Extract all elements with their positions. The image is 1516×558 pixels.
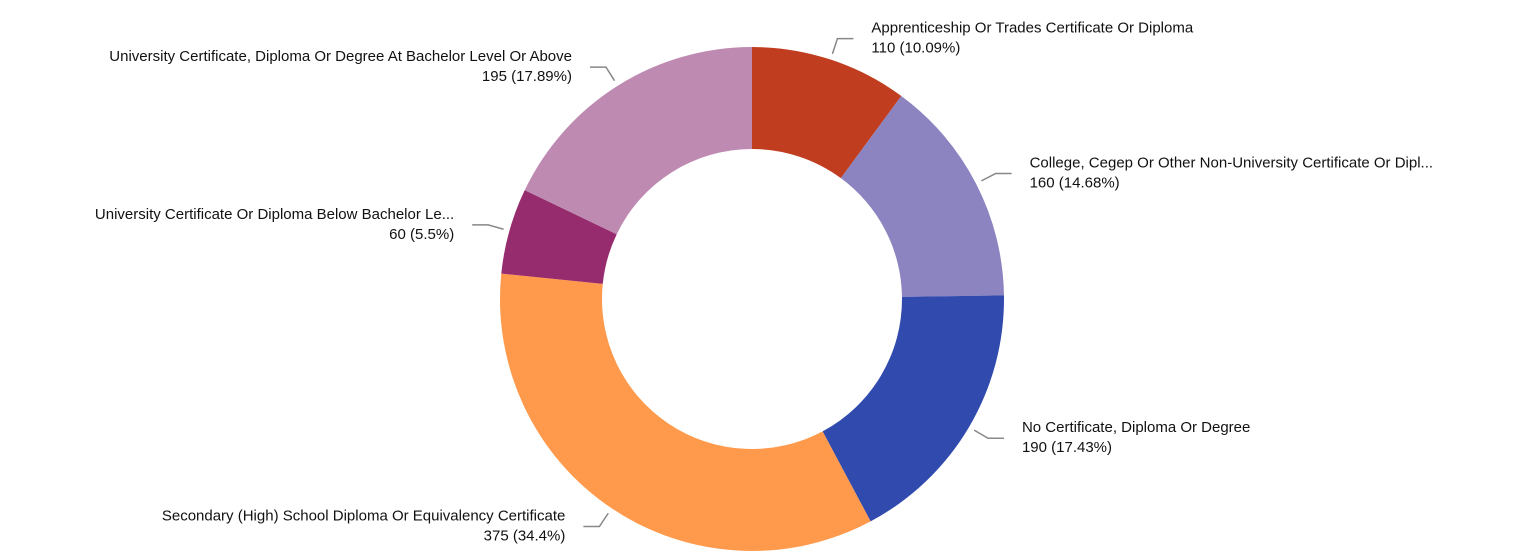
leader-line: [589, 66, 616, 82]
donut-slice: [752, 47, 902, 179]
slice-label: College, Cegep Or Other Non-University C…: [1030, 155, 1433, 172]
slice-value-label: 110 (10.09%): [871, 40, 960, 57]
leader-line: [472, 224, 504, 230]
donut-slice: [524, 47, 752, 235]
donut-slice: [840, 95, 1004, 297]
leader-line: [973, 429, 1004, 440]
slice-label: Secondary (High) School Diploma Or Equiv…: [162, 508, 566, 525]
slice-value-label: 160 (14.68%): [1030, 175, 1120, 192]
donut-slice: [501, 190, 617, 284]
donut-slice: [822, 295, 1004, 522]
slice-label: Apprenticeship Or Trades Certificate Or …: [871, 20, 1193, 37]
slice-label: University Certificate, Diploma Or Degre…: [109, 48, 572, 65]
leader-line: [981, 172, 1012, 182]
slice-value-label: 195 (17.89%): [482, 68, 572, 85]
donut-slice: [500, 273, 871, 552]
slice-value-label: 60 (5.5%): [389, 226, 454, 243]
slice-label: No Certificate, Diploma Or Degree: [1022, 419, 1250, 436]
leader-line: [831, 37, 854, 55]
slice-value-label: 190 (17.43%): [1022, 439, 1112, 456]
leader-line: [583, 512, 609, 528]
slice-value-label: 375 (34.4%): [484, 528, 566, 545]
slice-label: University Certificate Or Diploma Below …: [95, 206, 454, 223]
